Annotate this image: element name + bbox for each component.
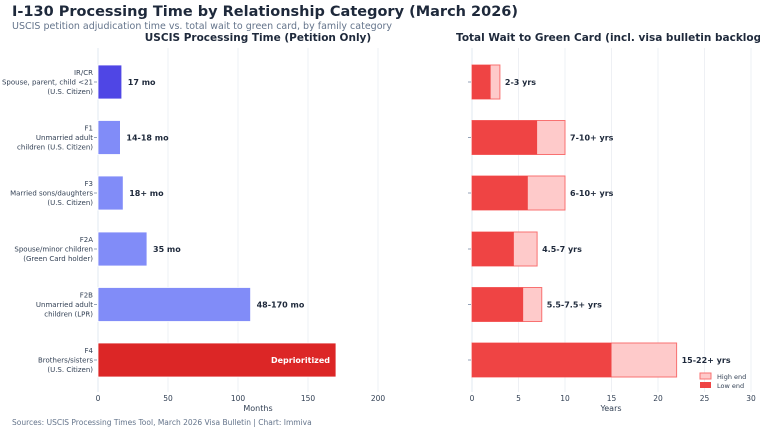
chart-subtitle: USCIS petition adjudication time vs. tot… bbox=[12, 21, 392, 32]
data-label: Deprioritized bbox=[271, 356, 330, 365]
x-tick-label: 25 bbox=[700, 394, 710, 403]
bar-f1 bbox=[97, 120, 121, 155]
legend-swatch-low-end bbox=[700, 382, 711, 388]
data-label: 7-10+ yrs bbox=[570, 134, 614, 143]
x-tick-label: 30 bbox=[746, 394, 756, 403]
x-tick-label: 15 bbox=[607, 394, 617, 403]
bar-f2b bbox=[97, 287, 252, 322]
category-label: Brothers/sisters bbox=[38, 357, 93, 365]
legend-label: Low end bbox=[717, 382, 744, 390]
bar-low-end bbox=[472, 176, 528, 210]
chart-title: I-130 Processing Time by Relationship Ca… bbox=[12, 4, 518, 20]
x-tick-label: 10 bbox=[560, 394, 570, 403]
data-label: 48-170 mo bbox=[257, 301, 305, 310]
bar-ir-cr bbox=[97, 64, 123, 100]
category-label: Spouse, parent, child <21 bbox=[2, 79, 93, 87]
legend-swatch-high-end bbox=[699, 372, 712, 380]
data-label: 2-3 yrs bbox=[505, 78, 536, 87]
category-label: (U.S. Citizen) bbox=[47, 199, 93, 207]
data-label: 15-22+ yrs bbox=[682, 356, 731, 365]
category-label: IR/CR bbox=[74, 69, 93, 77]
x-tick-label: 50 bbox=[163, 394, 173, 403]
category-label: F2A bbox=[80, 236, 93, 244]
source-note: Sources: USCIS Processing Times Tool, Ma… bbox=[12, 418, 312, 427]
category-label: children (U.S. Citizen) bbox=[17, 144, 93, 152]
bar-f3 bbox=[97, 175, 124, 211]
x-tick-label: 150 bbox=[301, 394, 316, 403]
data-label: 18+ mo bbox=[129, 189, 164, 198]
bar-low-end bbox=[472, 65, 491, 99]
category-label: F2B bbox=[80, 292, 93, 300]
category-label: children (LPR) bbox=[44, 311, 93, 319]
bar-low-end bbox=[472, 120, 538, 155]
x-tick-label: 5 bbox=[516, 394, 521, 403]
category-label: (U.S. Citizen) bbox=[47, 88, 93, 96]
right-panel-title: Total Wait to Green Card (incl. visa bul… bbox=[456, 32, 760, 44]
category-label: F3 bbox=[85, 180, 93, 188]
right-x-axis-label: Years bbox=[599, 404, 621, 413]
category-label: F4 bbox=[85, 347, 94, 355]
data-label: 5.5-7.5+ yrs bbox=[547, 301, 602, 310]
data-label: 35 mo bbox=[153, 245, 181, 254]
category-label: (Green Card holder) bbox=[23, 255, 93, 263]
left-x-axis-label: Months bbox=[243, 404, 272, 413]
legend-label: High end bbox=[717, 373, 746, 381]
bar-f4 bbox=[97, 342, 337, 378]
category-label: Spouse/minor children bbox=[14, 246, 93, 254]
bar-low-end bbox=[472, 232, 514, 266]
bar-low-end bbox=[472, 343, 612, 377]
left-panel-title: USCIS Processing Time (Petition Only) bbox=[145, 32, 371, 44]
category-label: (U.S. Citizen) bbox=[47, 366, 93, 374]
x-tick-label: 20 bbox=[653, 394, 663, 403]
data-label: 14-18 mo bbox=[126, 134, 169, 143]
x-tick-label: 100 bbox=[231, 394, 246, 403]
x-tick-label: 0 bbox=[470, 394, 475, 403]
bar-f2a bbox=[97, 231, 148, 267]
x-tick-label: 200 bbox=[371, 394, 386, 403]
data-label: 6-10+ yrs bbox=[570, 189, 614, 198]
category-label: Unmarried adult bbox=[36, 301, 93, 309]
category-label: Married sons/daughters bbox=[10, 190, 93, 198]
data-label: 4.5-7 yrs bbox=[542, 245, 582, 254]
category-label: Unmarried adult bbox=[36, 134, 93, 142]
x-tick-label: 0 bbox=[96, 394, 101, 403]
bar-low-end bbox=[472, 287, 524, 322]
category-label: F1 bbox=[85, 125, 93, 133]
data-label: 17 mo bbox=[128, 78, 156, 87]
